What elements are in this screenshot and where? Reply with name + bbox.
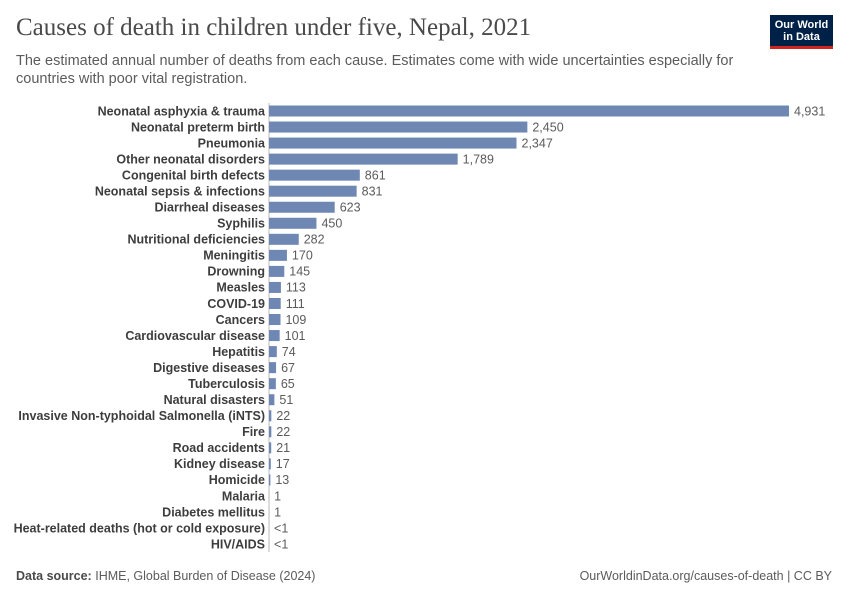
bar [269, 297, 281, 309]
source-label: Data source: [16, 569, 92, 583]
category-label: Measles [216, 281, 265, 295]
bar [269, 185, 357, 197]
bar [269, 458, 271, 470]
value-label: 21 [276, 441, 290, 455]
value-label: 65 [281, 377, 295, 391]
category-label: Invasive Non-typhoidal Salmonella (iNTS) [18, 409, 265, 423]
category-label: Road accidents [173, 441, 265, 455]
value-label: 111 [286, 297, 305, 311]
category-label: Natural disasters [164, 393, 265, 407]
bar [269, 105, 789, 117]
bar [269, 201, 335, 213]
bar [269, 378, 276, 390]
value-label: 67 [281, 361, 295, 375]
category-label: Digestive diseases [153, 361, 265, 375]
category-label: Neonatal preterm birth [131, 120, 265, 134]
value-label: <1 [274, 537, 288, 551]
category-label: Diarrheal diseases [155, 201, 266, 215]
category-label: Cancers [216, 313, 265, 327]
value-label: 74 [282, 345, 296, 359]
value-label: 13 [275, 473, 289, 487]
value-label: 2,450 [532, 120, 563, 134]
bar [269, 410, 272, 422]
value-label: 4,931 [794, 104, 825, 118]
value-label: 113 [286, 281, 306, 295]
bar [269, 442, 272, 454]
value-label: 22 [276, 409, 290, 423]
footer-source: Data source: IHME, Global Burden of Dise… [16, 569, 315, 583]
category-label: Malaria [222, 489, 266, 503]
bar [269, 233, 299, 245]
category-label: HIV/AIDS [211, 537, 265, 551]
category-label: Hepatitis [212, 345, 265, 359]
value-label: 861 [365, 168, 386, 182]
value-label: 831 [362, 184, 383, 198]
value-label: 623 [340, 201, 361, 215]
category-label: Cardiovascular disease [125, 329, 265, 343]
logo[interactable]: Our World in Data [770, 15, 833, 49]
value-label: 450 [321, 217, 342, 231]
bar [269, 394, 275, 406]
category-label: Meningitis [203, 249, 265, 263]
value-label: 1,789 [463, 152, 494, 166]
value-label: 101 [285, 329, 306, 343]
bar [269, 330, 280, 342]
category-label: Heat-related deaths (hot or cold exposur… [14, 521, 265, 535]
source: IHME, Global Burden of Disease (2024) [95, 569, 316, 583]
bar [269, 314, 281, 326]
value-label: 282 [304, 233, 325, 247]
category-label: Pneumonia [198, 136, 266, 150]
category-label: Other neonatal disorders [116, 152, 265, 166]
footer-credit[interactable]: OurWorldinData.org/causes-of-death | CC … [579, 569, 832, 583]
category-label: Diabetes mellitus [162, 505, 265, 519]
category-label: Nutritional deficiencies [127, 233, 265, 247]
bar [269, 265, 285, 277]
chart: Neonatal asphyxia & trauma 4,931 Neonatal … [14, 103, 825, 553]
value-label: 1 [274, 505, 281, 519]
bar [269, 426, 272, 438]
value-label: 17 [276, 457, 290, 471]
category-label: Homicide [209, 473, 265, 487]
category-label: Syphilis [217, 217, 265, 231]
bar [269, 169, 360, 181]
value-label: 51 [279, 393, 293, 407]
value-label: 22 [276, 425, 290, 439]
bar [269, 217, 317, 229]
value-label: 109 [285, 313, 306, 327]
category-label: Neonatal asphyxia & trauma [98, 104, 266, 118]
category-label: Congenital birth defects [122, 168, 265, 182]
bar [269, 362, 277, 374]
category-label: Tuberculosis [188, 377, 265, 391]
logo-line: Our World [774, 19, 829, 31]
bar [269, 281, 281, 293]
value-label: <1 [274, 521, 288, 535]
bar [269, 346, 277, 358]
logo-line: in Data [783, 31, 820, 43]
bar [269, 474, 271, 486]
category-label: Fire [242, 425, 265, 439]
value-label: 145 [289, 265, 310, 279]
value-label: 2,347 [522, 136, 553, 150]
bar [269, 121, 528, 133]
bar [269, 249, 287, 261]
bar [269, 153, 458, 165]
category-label: COVID-19 [207, 297, 265, 311]
chart-subtitle: The estimated annual number of deaths fr… [16, 53, 734, 87]
category-label: Kidney disease [174, 457, 265, 471]
chart-title: Causes of death in children under five, … [16, 14, 532, 41]
category-label: Neonatal sepsis & infections [95, 184, 265, 198]
category-label: Drowning [207, 265, 265, 279]
value-label: 170 [292, 249, 313, 263]
value-label: 1 [274, 489, 281, 503]
bar [269, 137, 517, 149]
